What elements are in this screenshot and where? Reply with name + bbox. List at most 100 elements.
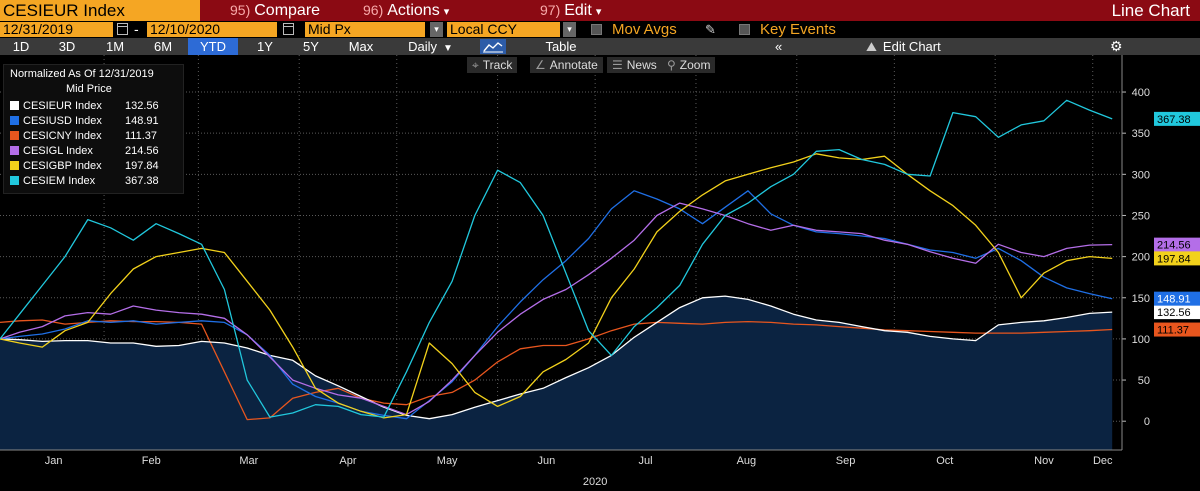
chart-svg[interactable]: 0 50 100 150 200 250 300 350 400 Jan Feb Mar Apr May J… — [0, 55, 1200, 491]
legend-entry[interactable]: CESIEUR Index 132.56 — [10, 99, 159, 113]
x-tick-label: Sep — [836, 455, 856, 467]
zoom-label: Zoom — [679, 58, 711, 72]
legend-entry[interactable]: CESIEM Index 367.38 — [10, 174, 159, 188]
actions-menu-number: 96) — [363, 2, 384, 18]
pencil-icon[interactable]: ✎ — [705, 22, 716, 37]
legend-series-name: CESIGBP Index — [23, 160, 102, 172]
price-field-dropdown-icon[interactable]: ▾ — [430, 22, 443, 37]
legend-last-value: 132.56 — [125, 100, 159, 112]
news-label: News — [626, 58, 657, 72]
zoom-tool[interactable]: ⚲ Zoom — [662, 57, 716, 73]
axis-layer: 0 50 100 150 200 250 300 350 400 Jan Feb Mar Apr May J… — [0, 55, 1150, 488]
legend-last-value: 148.91 — [125, 115, 159, 127]
legend-swatch — [10, 101, 19, 110]
date-controls-bar: 12/31/2019 - 12/10/2020 Mid Px ▾ Local C… — [0, 21, 1200, 38]
edit-chart-label: Edit Chart — [882, 39, 941, 54]
x-tick-label: Aug — [737, 455, 757, 467]
x-tick-label: Jul — [639, 455, 653, 467]
y-tick-label: 50 — [1138, 375, 1150, 387]
lines-layer — [0, 99, 1113, 421]
mov-avgs-checkbox[interactable] — [591, 24, 602, 35]
edit-menu[interactable]: 97) Edit ▾ — [540, 0, 601, 21]
legend-swatch — [10, 131, 19, 140]
x-tick-label: Jun — [537, 455, 555, 467]
gear-icon[interactable]: ⚙ — [1110, 38, 1123, 54]
series-line-cesigl — [0, 202, 1113, 416]
date-separator: - — [134, 21, 139, 37]
end-date-field[interactable]: 12/10/2020 — [147, 22, 277, 37]
title-bar: CESIEUR Index 95) Compare 96) Actions ▾ 97)… — [0, 0, 1200, 21]
range-6m-button[interactable]: 6M — [153, 39, 173, 54]
x-tick-label: Oct — [936, 455, 953, 467]
legend-swatch — [10, 116, 19, 125]
y-tick-label: 150 — [1132, 293, 1150, 305]
frequency-select[interactable]: Daily ▼ — [393, 38, 468, 55]
y-tick-label: 100 — [1132, 334, 1150, 346]
range-1m-button[interactable]: 1M — [105, 39, 125, 54]
last-value-badge: 367.38 — [1154, 111, 1200, 126]
series-line-cesieur — [0, 295, 1113, 420]
ticker-field[interactable]: CESIEUR Index — [0, 0, 200, 21]
series-line-cesigbp — [0, 153, 1113, 419]
x-tick-label: Jan — [45, 455, 63, 467]
actions-menu-label: Actions — [387, 2, 440, 19]
news-tool[interactable]: ☰ News — [607, 57, 662, 73]
last-value-badge-bg — [1154, 291, 1200, 306]
range-ytd-button[interactable]: YTD — [188, 38, 238, 55]
range-bar: 1D 3D 1M 6M YTD 1Y 5Y Max Daily ▼ Table «… — [0, 38, 1200, 55]
edit-menu-number: 97) — [540, 2, 561, 18]
y-tick-label: 250 — [1132, 210, 1150, 222]
y-tick-label: 400 — [1132, 87, 1150, 99]
legend: Normalized As Of 12/31/2019 Mid Price CE… — [3, 64, 184, 194]
range-3d-button[interactable]: 3D — [58, 39, 76, 54]
legend-title: Normalized As Of 12/31/2019 — [10, 68, 154, 80]
start-date-field[interactable]: 12/31/2019 — [0, 22, 113, 37]
currency-select[interactable]: Local CCY — [447, 22, 560, 37]
x-tick-label: May — [437, 455, 458, 467]
compare-menu[interactable]: 95) Compare — [230, 0, 320, 21]
end-calendar-icon[interactable] — [283, 23, 294, 35]
last-value-badge-bg — [1154, 322, 1200, 337]
range-max-button[interactable]: Max — [348, 39, 374, 54]
x-tick-label: Dec — [1093, 455, 1113, 467]
last-value-text: 214.56 — [1157, 240, 1191, 252]
price-field-select[interactable]: Mid Px — [305, 22, 425, 37]
range-1d-button[interactable]: 1D — [12, 39, 30, 54]
legend-last-value: 197.84 — [125, 160, 159, 172]
key-events-checkbox[interactable] — [739, 24, 750, 35]
start-calendar-icon[interactable] — [117, 23, 128, 35]
currency-dropdown-icon[interactable]: ▾ — [563, 22, 576, 37]
legend-last-value: 214.56 — [125, 145, 159, 157]
last-value-text: 367.38 — [1157, 114, 1191, 126]
actions-menu[interactable]: 96) Actions ▾ — [363, 0, 449, 21]
y-tick-label: 0 — [1144, 416, 1150, 428]
edit-menu-label: Edit — [564, 2, 592, 19]
legend-series-name: CESIUSD Index — [23, 115, 102, 127]
annotate-tool[interactable]: ∠ Annotate — [530, 57, 603, 73]
edit-chart-button[interactable]: ⛰ Edit Chart — [866, 38, 941, 55]
mov-avgs-label: Mov Avgs — [612, 21, 677, 38]
legend-entry[interactable]: CESIGL Index 214.56 — [10, 144, 159, 158]
chart-type-title: Line Chart — [1111, 1, 1190, 20]
range-5y-button[interactable]: 5Y — [303, 39, 319, 54]
compare-menu-label: Compare — [254, 2, 321, 19]
legend-last-value: 367.38 — [125, 175, 159, 187]
legend-entry[interactable]: CESICNY Index 111.37 — [10, 129, 157, 143]
last-value-badge: 148.91 — [1154, 291, 1200, 306]
legend-entry[interactable]: CESIGBP Index 197.84 — [10, 159, 159, 173]
legend-entry[interactable]: CESIUSD Index 148.91 — [10, 114, 159, 128]
news-icon: ☰ — [612, 58, 623, 72]
last-value-badge-bg — [1154, 305, 1200, 320]
last-value-badge: 197.84 — [1154, 251, 1200, 266]
last-value-text: 197.84 — [1157, 253, 1191, 265]
collapse-icon[interactable]: « — [775, 39, 783, 54]
compare-menu-number: 95) — [230, 2, 251, 18]
last-value-badge-bg — [1154, 251, 1200, 266]
actions-caret-icon: ▾ — [443, 6, 450, 18]
track-tool[interactable]: ⌖ Track — [467, 57, 518, 73]
legend-subtitle: Mid Price — [66, 83, 112, 95]
legend-series-name: CESICNY Index — [23, 130, 102, 142]
line-chart-icon[interactable] — [480, 39, 506, 54]
range-1y-button[interactable]: 1Y — [257, 39, 273, 54]
table-button[interactable]: Table — [545, 39, 577, 54]
